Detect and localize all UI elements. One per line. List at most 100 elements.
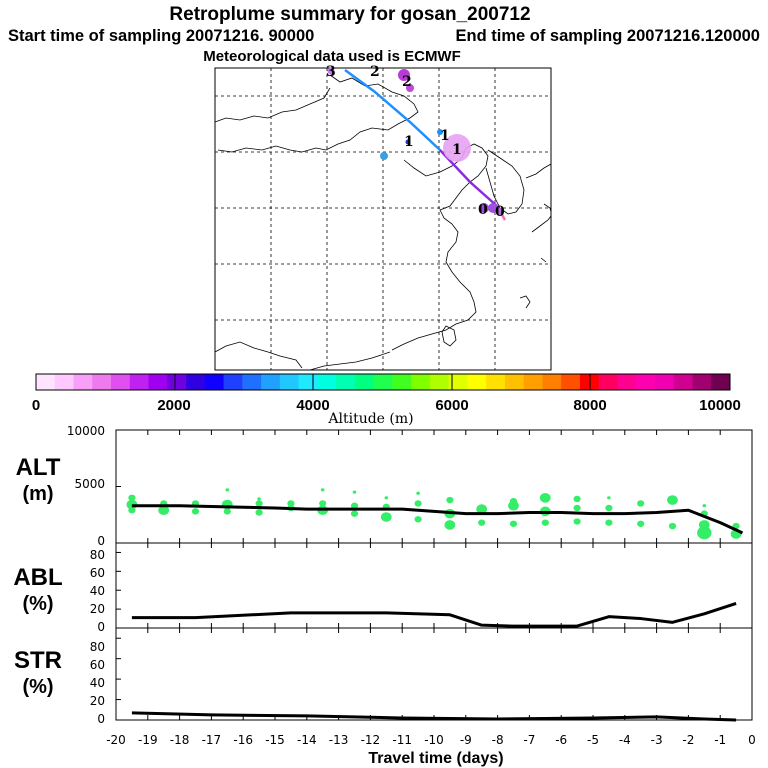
altitude-colorbar <box>35 373 731 391</box>
plume-marker-west <box>327 67 335 75</box>
colorbar-swatch <box>561 374 581 390</box>
colorbar-swatch <box>598 374 618 390</box>
abl-panel-unit: (%) <box>22 593 53 615</box>
alt-plume-point <box>605 519 613 526</box>
colorbar-tick: 6000 <box>435 397 468 414</box>
alt-plume-point <box>416 491 420 495</box>
plume-marker-center <box>437 129 443 135</box>
colorbar-swatch <box>354 374 375 390</box>
alt-plume-point <box>350 502 359 509</box>
alt-plume-point <box>350 510 359 517</box>
colorbar-swatch <box>392 374 412 390</box>
colorbar-swatch <box>242 374 262 390</box>
x-tick-label: -20 <box>106 733 126 747</box>
alt-plume-point <box>255 509 263 516</box>
x-tick-label: -13 <box>329 733 349 747</box>
alt-plume-point <box>257 497 261 501</box>
trajectory-label: 1 <box>404 134 414 150</box>
met-data-label: Meteorological data used is ECMWF <box>203 48 461 65</box>
map-gridlines <box>215 68 551 370</box>
trajectory-map: 1 1 1 0 0 2 2 3 <box>214 64 552 371</box>
x-tick-label: -6 <box>555 733 567 747</box>
alt-plume-point <box>698 520 710 530</box>
alt-plume-point <box>223 508 231 515</box>
colorbar-frame <box>35 373 731 391</box>
figure-title: Retroplume summary for gosan_200712 <box>169 4 530 25</box>
abl-ytick: 80 <box>90 548 105 562</box>
x-axis-label: Travel time (days) <box>368 750 503 767</box>
colorbar-swatch <box>523 374 543 390</box>
colorbar-swatch <box>467 374 487 390</box>
x-tick-label: -11 <box>392 733 412 747</box>
colorbar-swatch <box>223 374 243 390</box>
alt-plume-point <box>476 504 488 514</box>
abl-ytick: 60 <box>90 566 105 580</box>
alt-plume-point <box>414 516 422 523</box>
alt-plume-point <box>573 504 581 512</box>
colorbar-swatch <box>279 374 300 390</box>
colorbar-tick: 8000 <box>573 397 606 414</box>
alt-plume-point <box>573 518 581 525</box>
alt-plume-point <box>478 519 486 526</box>
colorbar-swatch <box>711 374 731 390</box>
alt-plume-point <box>509 520 518 527</box>
alt-plume-point <box>446 496 454 504</box>
colorbar-swatch <box>36 374 56 390</box>
trajectory-label: 0 <box>478 202 488 218</box>
alt-panel-label: ALT <box>16 454 61 481</box>
alt-plume-point <box>225 488 230 492</box>
str-panel-unit: (%) <box>22 676 53 698</box>
x-tick-label: -14 <box>297 733 317 747</box>
colorbar-swatch <box>298 374 318 390</box>
trajectory-path-purple <box>439 149 498 207</box>
colorbar-swatch <box>336 374 356 390</box>
x-tick-label: -19 <box>138 733 158 747</box>
trajectory-label: 1 <box>440 128 450 144</box>
alt-plume-point <box>384 496 389 500</box>
colorbar-swatch <box>92 374 112 390</box>
alt-panel-frame <box>115 429 753 544</box>
plume-marker-east-1 <box>479 203 489 213</box>
x-tick-labels: -20 -19 -18 -17 -16 -15 -14 -13 -12 -11 -10 -9 -8 -7-… <box>106 733 756 747</box>
alt-plume-point <box>541 519 549 526</box>
alt-plume-point <box>668 522 677 530</box>
x-tick-label: -15 <box>265 733 285 747</box>
colorbar-swatch <box>504 374 525 390</box>
abl-line <box>131 602 737 628</box>
alt-median-line <box>131 504 744 535</box>
colorbar-swatch <box>317 374 337 390</box>
alt-plume-point <box>319 500 327 507</box>
x-tick-label: -18 <box>170 733 190 747</box>
panel-labels: ALT (m) ABL (%) STR (%) <box>13 454 62 698</box>
alt-plume-point <box>158 505 170 516</box>
alt-plume-point <box>697 526 712 540</box>
plume-marker-north-small <box>406 84 414 92</box>
x-tick-label: -10 <box>424 733 444 747</box>
x-tick-label: -1 <box>714 733 726 747</box>
end-time-label: End time of sampling 20071216.120000 <box>456 27 761 45</box>
colorbar-swatch <box>411 374 431 390</box>
start-time-label: Start time of sampling 20071216. 90000 <box>8 27 314 45</box>
alt-plume-point <box>128 494 136 501</box>
colorbar-swatch <box>673 374 693 390</box>
alt-plume-point <box>573 495 581 503</box>
str-ytick: 0 <box>97 712 105 726</box>
abl-panel-label: ABL <box>13 564 62 591</box>
alt-plume-point <box>539 493 551 503</box>
alt-plume-point <box>605 504 613 512</box>
alt-plume-point <box>414 500 422 507</box>
colorbar-swatch <box>448 374 468 390</box>
plume-cloud-marker <box>443 134 471 162</box>
colorbar-swatch <box>542 374 562 390</box>
alt-plume-point <box>637 520 645 527</box>
plume-marker-east-3 <box>496 208 504 216</box>
trajectory-labels: 1 1 1 0 0 2 2 3 <box>326 64 505 220</box>
str-panel-frame <box>115 627 753 721</box>
colorbar-tick-labels: 0 2000 4000 6000 8000 10000 <box>32 397 741 414</box>
alt-plume-point <box>508 500 519 511</box>
colorbar-tick: 2000 <box>157 397 190 414</box>
trajectory-label: 2 <box>402 74 412 90</box>
x-tick-label: -4 <box>619 733 631 747</box>
trajectory-label: 3 <box>326 64 336 80</box>
plume-marker-inland-small <box>405 139 411 145</box>
